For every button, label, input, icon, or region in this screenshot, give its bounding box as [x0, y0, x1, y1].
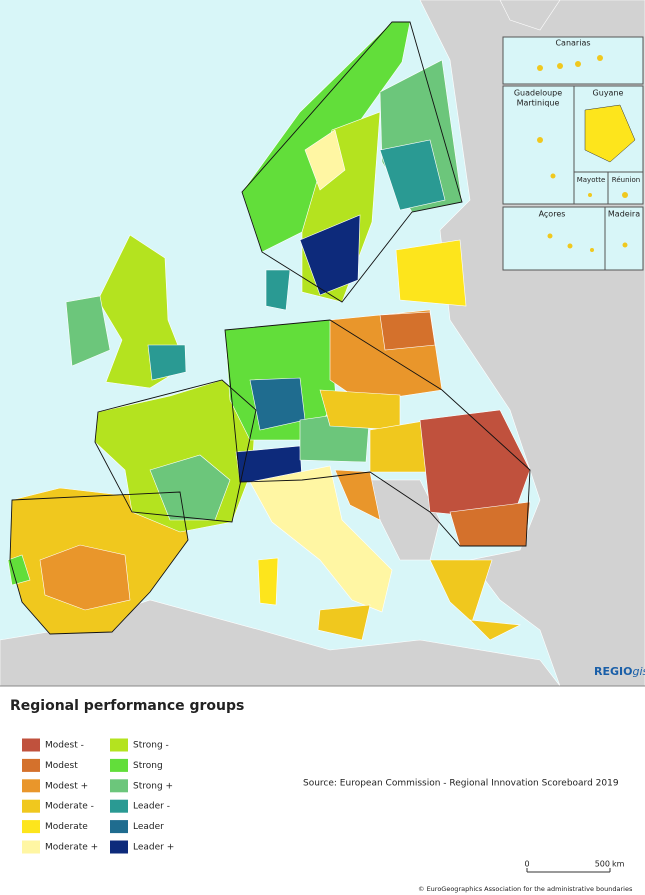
legend-label: Moderate - [45, 802, 94, 812]
scale-label: 0 [524, 860, 529, 869]
legend-swatch [22, 738, 40, 752]
london [147, 344, 187, 381]
legend-label: Strong - [133, 741, 169, 751]
galicia [7, 554, 31, 586]
legend-swatch [22, 820, 40, 834]
legend-swatch [110, 779, 128, 793]
scale-label: 500 [595, 860, 610, 869]
italy [249, 465, 393, 613]
stockholm [299, 214, 361, 296]
legend-swatch [110, 758, 128, 772]
legend-swatch [110, 840, 128, 854]
sweden-north [304, 129, 346, 191]
inset-label: Guadeloupe [514, 89, 562, 98]
legend-title: Regional performance groups [10, 698, 244, 714]
denmark [265, 269, 291, 311]
inset-label: Açores [539, 210, 566, 219]
kola [499, 0, 561, 31]
eu-regions [7, 21, 531, 641]
scale-bar: 0 500 km [524, 860, 625, 873]
legend-label: Strong [133, 761, 163, 771]
legend-label: Leader + [133, 843, 174, 853]
baltics [395, 239, 467, 307]
inset-canarias [502, 36, 644, 85]
inset-label: Martinique [517, 99, 560, 108]
legend-swatch [110, 820, 128, 834]
croatia [334, 469, 381, 521]
legend-swatch [22, 758, 40, 772]
logo-main: REGIO [594, 665, 632, 678]
poland-east [379, 311, 436, 351]
romania [419, 409, 531, 521]
inset-atlantic [502, 206, 644, 271]
inset-label: Guyane [593, 89, 624, 98]
legend: Modest - Modest Modest + Moderate - Moderate… [22, 738, 174, 854]
scale-unit: km [612, 860, 625, 869]
crete [469, 619, 522, 641]
logo-suffix: gis [632, 665, 645, 678]
legend-swatch [22, 799, 40, 813]
legend-label: Modest + [45, 781, 88, 791]
sicily [317, 604, 371, 641]
legend-label: Modest [45, 761, 78, 771]
legend-label: Leader [133, 822, 164, 832]
inset-label: Réunion [612, 176, 640, 184]
legend-swatch [22, 779, 40, 793]
legend-label: Modest - [45, 741, 84, 751]
inset-label: Canarias [555, 39, 590, 48]
ireland [65, 295, 111, 367]
insets: Canarias Guadeloupe Martinique Guyane Ma… [502, 36, 644, 271]
source: Source: European Commission - Regional I… [303, 779, 619, 789]
inset-label: Mayotte [577, 176, 606, 184]
legend-swatch [110, 738, 128, 752]
legend-label: Strong + [133, 781, 173, 791]
legend-label: Moderate [45, 822, 88, 832]
copyright: © EuroGeographics Association for the ad… [418, 885, 633, 893]
legend-label: Leader - [133, 802, 170, 812]
guyane-shape [584, 104, 636, 163]
logo: REGIOgis [594, 665, 645, 678]
national-borders [9, 21, 531, 635]
france-south [149, 454, 231, 521]
sardinia [257, 557, 279, 606]
legend-swatch [110, 799, 128, 813]
iberia-interior [39, 544, 131, 611]
island-marks [537, 55, 628, 252]
legend-label: Moderate + [45, 843, 98, 853]
czech-slovakia [319, 389, 401, 431]
inset-label: Madeira [608, 210, 640, 219]
finland-south [379, 139, 446, 211]
legend-swatch [22, 840, 40, 854]
